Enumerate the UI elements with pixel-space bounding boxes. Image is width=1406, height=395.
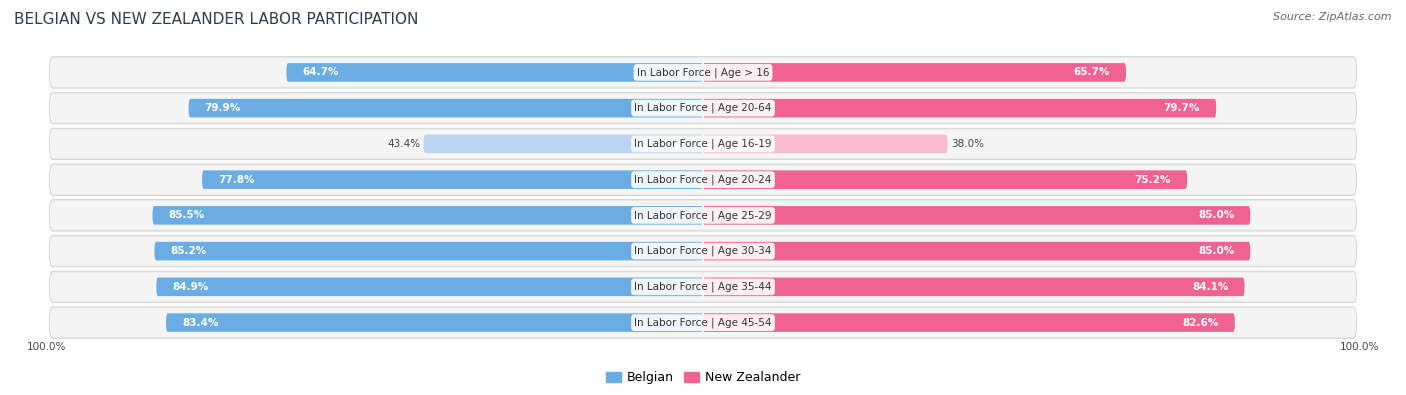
Text: Source: ZipAtlas.com: Source: ZipAtlas.com <box>1274 12 1392 22</box>
Text: In Labor Force | Age 35-44: In Labor Force | Age 35-44 <box>634 282 772 292</box>
Text: In Labor Force | Age 16-19: In Labor Force | Age 16-19 <box>634 139 772 149</box>
FancyBboxPatch shape <box>49 92 1357 124</box>
FancyBboxPatch shape <box>49 164 1357 196</box>
Text: 65.7%: 65.7% <box>1074 68 1109 77</box>
FancyBboxPatch shape <box>703 313 1234 332</box>
Text: 75.2%: 75.2% <box>1135 175 1171 184</box>
FancyBboxPatch shape <box>49 199 1357 231</box>
FancyBboxPatch shape <box>703 206 1250 225</box>
Text: BELGIAN VS NEW ZEALANDER LABOR PARTICIPATION: BELGIAN VS NEW ZEALANDER LABOR PARTICIPA… <box>14 12 419 27</box>
Text: In Labor Force | Age 20-24: In Labor Force | Age 20-24 <box>634 174 772 185</box>
FancyBboxPatch shape <box>49 307 1357 338</box>
FancyBboxPatch shape <box>49 57 1357 88</box>
Text: 100.0%: 100.0% <box>1340 342 1379 352</box>
FancyBboxPatch shape <box>51 273 1355 301</box>
FancyBboxPatch shape <box>51 130 1355 158</box>
FancyBboxPatch shape <box>166 313 703 332</box>
FancyBboxPatch shape <box>423 135 703 153</box>
Legend: Belgian, New Zealander: Belgian, New Zealander <box>600 367 806 389</box>
Text: 85.0%: 85.0% <box>1198 246 1234 256</box>
Text: 43.4%: 43.4% <box>387 139 420 149</box>
Text: In Labor Force | Age > 16: In Labor Force | Age > 16 <box>637 67 769 78</box>
Text: 85.5%: 85.5% <box>169 211 205 220</box>
FancyBboxPatch shape <box>49 235 1357 267</box>
Text: 84.9%: 84.9% <box>173 282 208 292</box>
FancyBboxPatch shape <box>49 128 1357 160</box>
FancyBboxPatch shape <box>703 63 1126 82</box>
Text: In Labor Force | Age 45-54: In Labor Force | Age 45-54 <box>634 317 772 328</box>
FancyBboxPatch shape <box>703 135 948 153</box>
FancyBboxPatch shape <box>51 201 1355 229</box>
Text: 64.7%: 64.7% <box>302 68 339 77</box>
Text: In Labor Force | Age 25-29: In Labor Force | Age 25-29 <box>634 210 772 221</box>
FancyBboxPatch shape <box>51 94 1355 122</box>
FancyBboxPatch shape <box>202 170 703 189</box>
FancyBboxPatch shape <box>703 278 1244 296</box>
Text: 77.8%: 77.8% <box>218 175 254 184</box>
FancyBboxPatch shape <box>51 166 1355 194</box>
FancyBboxPatch shape <box>703 242 1250 260</box>
FancyBboxPatch shape <box>152 206 703 225</box>
Text: 100.0%: 100.0% <box>27 342 66 352</box>
FancyBboxPatch shape <box>51 308 1355 337</box>
Text: 83.4%: 83.4% <box>183 318 218 327</box>
FancyBboxPatch shape <box>155 242 703 260</box>
Text: In Labor Force | Age 20-64: In Labor Force | Age 20-64 <box>634 103 772 113</box>
Text: 38.0%: 38.0% <box>950 139 984 149</box>
FancyBboxPatch shape <box>188 99 703 117</box>
Text: In Labor Force | Age 30-34: In Labor Force | Age 30-34 <box>634 246 772 256</box>
FancyBboxPatch shape <box>703 170 1187 189</box>
FancyBboxPatch shape <box>51 237 1355 265</box>
Text: 84.1%: 84.1% <box>1192 282 1229 292</box>
Text: 85.0%: 85.0% <box>1198 211 1234 220</box>
FancyBboxPatch shape <box>703 99 1216 117</box>
FancyBboxPatch shape <box>156 278 703 296</box>
FancyBboxPatch shape <box>49 271 1357 303</box>
Text: 79.7%: 79.7% <box>1164 103 1201 113</box>
FancyBboxPatch shape <box>51 58 1355 87</box>
FancyBboxPatch shape <box>287 63 703 82</box>
Text: 85.2%: 85.2% <box>170 246 207 256</box>
Text: 82.6%: 82.6% <box>1182 318 1219 327</box>
Text: 79.9%: 79.9% <box>205 103 240 113</box>
